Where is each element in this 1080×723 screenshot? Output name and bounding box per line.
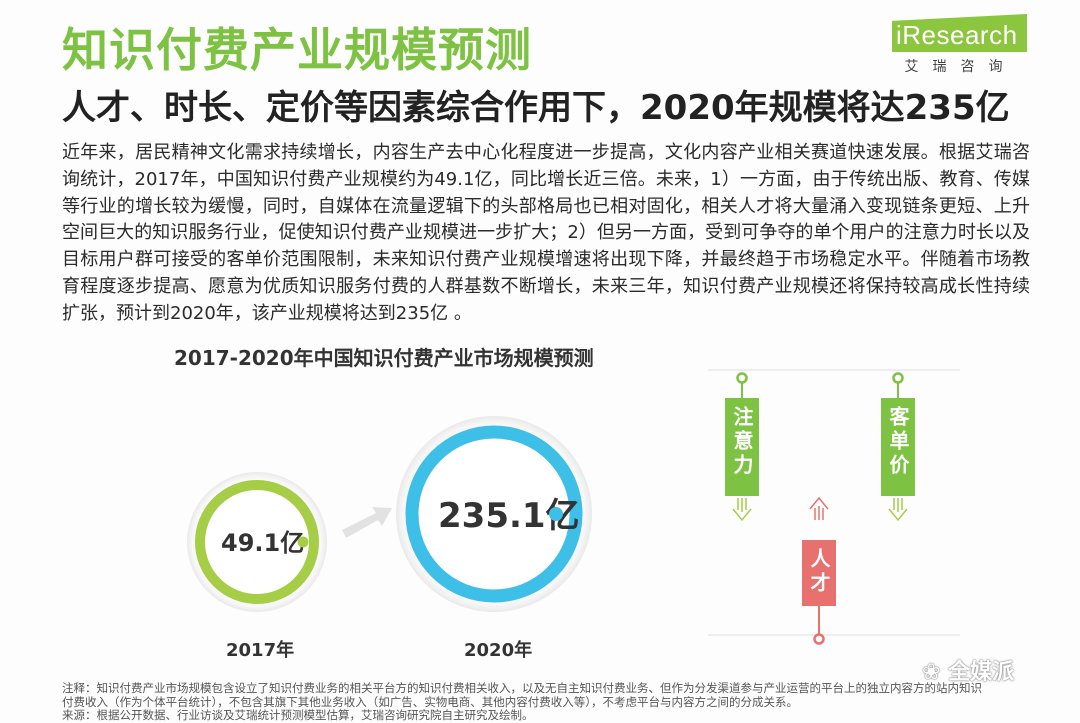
price-label-text: 客单价 (886, 406, 910, 478)
page-title: 知识付费产业规模预测 (62, 23, 532, 77)
logo-cn-text: 艾瑞咨询 (904, 59, 1017, 75)
chart-title: 2017-2020年中国知识付费产业市场规模预测 (174, 346, 594, 370)
talent-label: 人才 (802, 540, 836, 606)
page-subtitle: 人才、时长、定价等因素综合作用下，2020年规模将达235亿 (62, 88, 1010, 128)
year-2020-label: 2020年 (464, 640, 533, 661)
wechat-icon: ❀ (922, 660, 949, 685)
value-2017: 49.1亿 (221, 529, 304, 557)
ring-2020 (405, 425, 583, 603)
diagram-svg: 49.1亿 235.1亿 (187, 369, 960, 645)
footnote-line-2: 付费收入（作为个体平台统计），不包含其旗下其他业务收入（如广告、实物电商、其他内… (62, 694, 798, 709)
attention-label: 注意力 (725, 398, 759, 496)
ring-2017-dot (297, 536, 309, 548)
talent-up-arrow-icon (809, 496, 829, 520)
body-paragraph: 近年来，居民精神文化需求持续增长，内容生产去中心化程度进一步提高，文化内容产业相… (62, 142, 1030, 324)
talent-label-text: 人才 (807, 548, 831, 596)
market-size-diagram: 49.1亿 235.1亿 (0, 360, 1080, 680)
watermark-text: 全媒派 (948, 660, 1015, 685)
price-node (892, 372, 904, 384)
footnote-line-1: 注释：知识付费产业市场规模包含设立了知识付费业务的相关平台方的知识付费相关收入，… (62, 681, 982, 695)
attention-label-text: 注意力 (730, 406, 754, 478)
logo-text: iResearch (896, 20, 1018, 50)
growth-arrow (342, 507, 392, 538)
talent-node (813, 633, 825, 645)
footnote: 注释：知识付费产业市场规模包含设立了知识付费业务的相关平台方的知识付费相关收入，… (62, 681, 1042, 723)
ring-2020-dot (549, 507, 563, 521)
price-label: 客单价 (881, 398, 915, 496)
attention-down-arrow-icon (732, 498, 752, 522)
footnote-line-3: 来源：根据公开数据、行业访谈及艾瑞统计预测模型估算，艾瑞咨询研究院自主研究及绘制… (62, 708, 534, 722)
year-2017-label: 2017年 (226, 640, 295, 661)
attention-node (736, 372, 748, 384)
logo-banner (892, 14, 1027, 52)
watermark: ❀ 全媒派 (922, 654, 1014, 686)
price-down-arrow-icon (888, 498, 908, 522)
ring-2017 (195, 480, 319, 604)
iresearch-logo: iResearch 艾瑞咨询 (892, 10, 1027, 78)
